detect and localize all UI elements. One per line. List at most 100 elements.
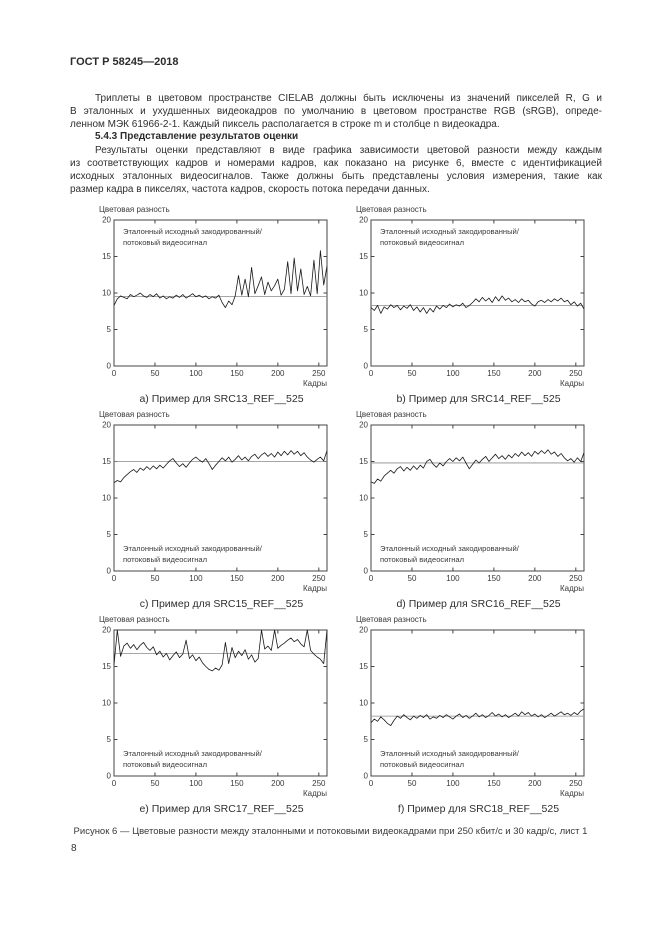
svg-text:15: 15	[102, 252, 111, 261]
svg-text:15: 15	[359, 662, 368, 671]
svg-text:Цветовая разность: Цветовая разность	[356, 615, 427, 624]
svg-text:0: 0	[369, 779, 374, 788]
svg-text:10: 10	[359, 699, 368, 708]
svg-text:100: 100	[446, 574, 460, 583]
svg-text:10: 10	[359, 289, 368, 298]
section-heading-5-4-3: 5.4.3 Представление результатов оценки	[95, 131, 299, 142]
svg-text:Кадры: Кадры	[560, 379, 584, 388]
svg-text:20: 20	[359, 626, 368, 635]
svg-text:5: 5	[107, 325, 112, 334]
svg-text:10: 10	[359, 494, 368, 503]
chart-d-src16: Цветовая разность 0 5 10 15 20 0 50 100 150 200 250…	[343, 408, 600, 613]
paragraph-cielab: Триплеты в цветовом пространстве CIELAB …	[70, 92, 602, 131]
svg-text:20: 20	[102, 421, 111, 430]
svg-text:5: 5	[364, 530, 369, 539]
svg-text:0: 0	[112, 369, 117, 378]
svg-text:Эталонный исходный закодирован: Эталонный исходный закодированный/	[123, 749, 263, 758]
figure-caption: Рисунок 6 — Цветовые разности между этал…	[73, 826, 588, 837]
svg-text:Цветовая разность: Цветовая разность	[99, 205, 170, 214]
chart-a-caption: a) Пример для SRC13_REF__525	[139, 393, 304, 405]
svg-text:20: 20	[359, 216, 368, 225]
svg-text:0: 0	[112, 779, 117, 788]
paragraph-results: Результаты оценки представляют в виде гр…	[70, 144, 602, 196]
paragraph-line: ленном МЭК 61966-2-1. Каждый пиксель рас…	[70, 119, 500, 130]
svg-text:10: 10	[102, 699, 111, 708]
figure-6-chart-grid: Цветовая разность 0 5 10 15 20 0 50 100 150 200 250…	[86, 203, 600, 818]
svg-text:200: 200	[271, 369, 285, 378]
svg-text:5: 5	[107, 530, 112, 539]
svg-text:20: 20	[102, 216, 111, 225]
svg-text:Эталонный исходный закодирован: Эталонный исходный закодированный/	[380, 227, 520, 236]
svg-text:потоковый видеосигнал: потоковый видеосигнал	[380, 555, 464, 564]
svg-text:10: 10	[102, 494, 111, 503]
svg-text:потоковый видеосигнал: потоковый видеосигнал	[123, 238, 207, 247]
svg-text:0: 0	[107, 567, 112, 576]
svg-text:Кадры: Кадры	[303, 584, 327, 593]
svg-text:200: 200	[271, 779, 285, 788]
svg-text:Эталонный исходный закодирован: Эталонный исходный закодированный/	[380, 749, 520, 758]
svg-text:100: 100	[446, 779, 460, 788]
svg-text:15: 15	[102, 662, 111, 671]
svg-text:50: 50	[408, 574, 417, 583]
svg-text:100: 100	[446, 369, 460, 378]
svg-text:Цветовая разность: Цветовая разность	[356, 410, 427, 419]
svg-text:потоковый видеосигнал: потоковый видеосигнал	[123, 555, 207, 564]
svg-text:Эталонный исходный закодирован: Эталонный исходный закодированный/	[123, 227, 263, 236]
svg-text:Кадры: Кадры	[303, 789, 327, 798]
svg-text:0: 0	[364, 567, 369, 576]
svg-text:потоковый видеосигнал: потоковый видеосигнал	[380, 760, 464, 769]
svg-text:Цветовая разность: Цветовая разность	[99, 410, 170, 419]
chart-a-src13: Цветовая разность 0 5 10 15 20 0 50 100 150 200 250…	[86, 203, 343, 408]
svg-text:200: 200	[528, 574, 542, 583]
chart-b-caption: b) Пример для SRC14_REF__525	[396, 393, 561, 405]
svg-text:0: 0	[364, 772, 369, 781]
chart-b-src14: Цветовая разность 0 5 10 15 20 0 50 100 150 200 250…	[343, 203, 600, 408]
chart-c-caption: c) Пример для SRC15_REF__525	[139, 598, 304, 610]
svg-text:250: 250	[569, 574, 583, 583]
svg-text:250: 250	[312, 369, 326, 378]
svg-text:Кадры: Кадры	[303, 379, 327, 388]
svg-text:200: 200	[271, 574, 285, 583]
paragraph-line: из соответствующих кадров и номерами кад…	[70, 158, 602, 169]
svg-text:5: 5	[364, 735, 369, 744]
svg-text:0: 0	[364, 362, 369, 371]
svg-text:250: 250	[569, 369, 583, 378]
svg-text:0: 0	[369, 369, 374, 378]
svg-text:50: 50	[408, 369, 417, 378]
chart-f-src18: Цветовая разность 0 5 10 15 20 0 50 100 150 200 250…	[343, 613, 600, 818]
svg-text:100: 100	[189, 779, 203, 788]
page-number: 8	[71, 843, 77, 854]
svg-text:50: 50	[151, 574, 160, 583]
svg-text:250: 250	[312, 574, 326, 583]
svg-text:15: 15	[102, 457, 111, 466]
chart-e-src17: Цветовая разность 0 5 10 15 20 0 50 100 150 200 250…	[86, 613, 343, 818]
svg-text:0: 0	[107, 772, 112, 781]
svg-text:15: 15	[359, 252, 368, 261]
svg-text:потоковый видеосигнал: потоковый видеосигнал	[123, 760, 207, 769]
svg-text:150: 150	[230, 574, 244, 583]
svg-text:50: 50	[408, 779, 417, 788]
svg-text:0: 0	[112, 574, 117, 583]
svg-text:20: 20	[102, 626, 111, 635]
svg-text:250: 250	[569, 779, 583, 788]
paragraph-line: исходных эталонных видеосигналов. Также …	[70, 171, 602, 182]
svg-text:200: 200	[528, 369, 542, 378]
svg-text:Кадры: Кадры	[560, 584, 584, 593]
svg-text:0: 0	[369, 574, 374, 583]
svg-text:150: 150	[487, 779, 501, 788]
svg-text:10: 10	[102, 289, 111, 298]
svg-text:100: 100	[189, 574, 203, 583]
chart-d-caption: d) Пример для SRC16_REF__525	[396, 598, 561, 610]
paragraph-line: Результаты оценки представляют в виде гр…	[95, 145, 602, 156]
svg-text:50: 50	[151, 369, 160, 378]
svg-text:Эталонный исходный закодирован: Эталонный исходный закодированный/	[380, 544, 520, 553]
chart-c-src15: Цветовая разность 0 5 10 15 20 0 50 100 150 200 250…	[86, 408, 343, 613]
svg-text:20: 20	[359, 421, 368, 430]
svg-text:0: 0	[107, 362, 112, 371]
